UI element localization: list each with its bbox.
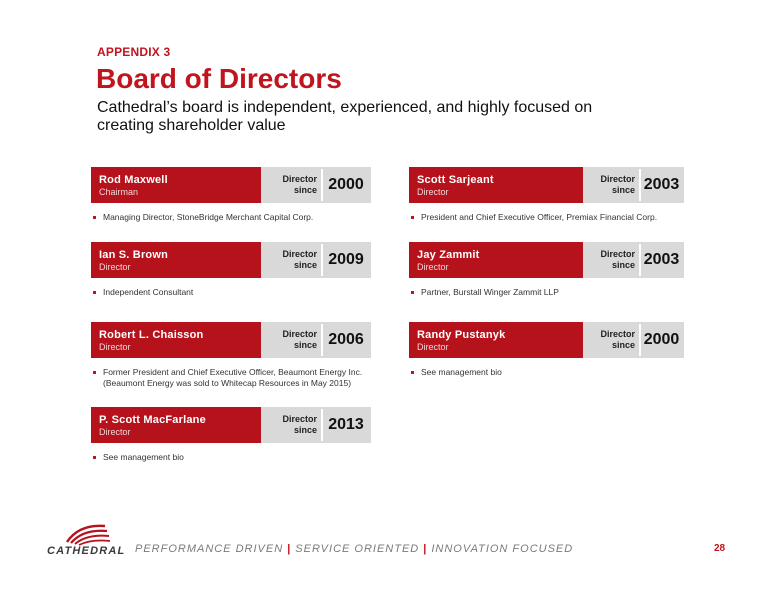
director-since-block: Director since 2009 — [261, 242, 371, 278]
director-since-label: Director since — [600, 249, 635, 270]
director-card-rod-maxwell: Rod Maxwell Chairman Director since 2000 … — [91, 167, 371, 223]
director-name-block: Randy Pustanyk Director — [409, 322, 583, 358]
bullet-icon — [93, 456, 96, 459]
director-since-block: Director since 2000 — [261, 167, 371, 203]
director-since-year: 2003 — [639, 169, 682, 201]
director-bio-bullet: Partner, Burstall Winger Zammit LLP — [409, 287, 684, 298]
bullet-icon — [93, 371, 96, 374]
director-name: Scott Sarjeant — [417, 174, 494, 186]
director-name-block: Ian S. Brown Director — [91, 242, 261, 278]
director-since-label: Director since — [282, 414, 317, 435]
director-name: P. Scott MacFarlane — [99, 414, 206, 426]
appendix-label: APPENDIX 3 — [97, 45, 171, 59]
director-bio-bullet: President and Chief Executive Officer, P… — [409, 212, 684, 223]
director-since-label: Director since — [282, 174, 317, 195]
director-role: Director — [99, 427, 131, 437]
director-card-robert-chaisson: Robert L. Chaisson Director Director sinc… — [91, 322, 371, 388]
bullet-icon — [93, 291, 96, 294]
bullet-icon — [411, 291, 414, 294]
director-name-block: Scott Sarjeant Director — [409, 167, 583, 203]
director-name: Robert L. Chaisson — [99, 329, 204, 341]
director-name: Rod Maxwell — [99, 174, 168, 186]
director-card-scott-sarjeant: Scott Sarjeant Director Director since 20… — [409, 167, 684, 223]
director-name: Randy Pustanyk — [417, 329, 506, 341]
bullet-icon — [411, 216, 414, 219]
bullet-icon — [93, 216, 96, 219]
director-bio-bullet: Independent Consultant — [91, 287, 371, 298]
director-role: Director — [417, 262, 449, 272]
director-since-block: Director since 2000 — [583, 322, 684, 358]
director-bio-bullet: See management bio — [91, 452, 371, 463]
director-role: Director — [99, 262, 131, 272]
cathedral-logo: CATHEDRAL — [47, 522, 131, 563]
director-name: Ian S. Brown — [99, 249, 169, 261]
director-role: Chairman — [99, 187, 139, 197]
page-subtitle: Cathedral’s board is independent, experi… — [97, 99, 593, 134]
footer-tagline: PERFORMANCE DRIVEN | SERVICE ORIENTED | INNO… — [135, 543, 574, 555]
director-role: Director — [99, 342, 131, 352]
director-since-block: Director since 2013 — [261, 407, 371, 443]
director-card-randy-pustanyk: Randy Pustanyk Director Director since 20… — [409, 322, 684, 378]
director-name-block: Jay Zammit Director — [409, 242, 583, 278]
director-bio-bullet: Managing Director, StoneBridge Merchant … — [91, 212, 371, 223]
page-number: 28 — [714, 543, 726, 554]
director-since-year: 2009 — [321, 244, 369, 276]
director-bio-bullet: See management bio — [409, 367, 684, 378]
director-since-year: 2003 — [639, 244, 682, 276]
director-since-block: Director since 2003 — [583, 167, 684, 203]
director-since-label: Director since — [282, 329, 317, 350]
director-since-year: 2013 — [321, 409, 369, 441]
director-bio-bullet: Former President and Chief Executive Off… — [91, 367, 378, 388]
svg-text:CATHEDRAL: CATHEDRAL — [47, 545, 125, 557]
director-since-year: 2000 — [639, 324, 682, 356]
director-role: Director — [417, 187, 449, 197]
director-since-label: Director since — [282, 249, 317, 270]
director-name-block: Robert L. Chaisson Director — [91, 322, 261, 358]
director-name-block: Rod Maxwell Chairman — [91, 167, 261, 203]
director-card-ian-brown: Ian S. Brown Director Director since 2009… — [91, 242, 371, 298]
director-since-year: 2006 — [321, 324, 369, 356]
director-card-scott-macfarlane: P. Scott MacFarlane Director Director sin… — [91, 407, 371, 463]
director-since-label: Director since — [600, 174, 635, 195]
director-card-jay-zammit: Jay Zammit Director Director since 2003 P… — [409, 242, 684, 298]
cathedral-logo-icon: CATHEDRAL — [47, 524, 125, 557]
bullet-icon — [411, 371, 414, 374]
director-role: Director — [417, 342, 449, 352]
director-since-block: Director since 2003 — [583, 242, 684, 278]
director-since-block: Director since 2006 — [261, 322, 371, 358]
page-title: Board of Directors — [96, 63, 342, 94]
director-name: Jay Zammit — [417, 249, 480, 261]
director-name-block: P. Scott MacFarlane Director — [91, 407, 261, 443]
director-since-year: 2000 — [321, 169, 369, 201]
director-since-label: Director since — [600, 329, 635, 350]
